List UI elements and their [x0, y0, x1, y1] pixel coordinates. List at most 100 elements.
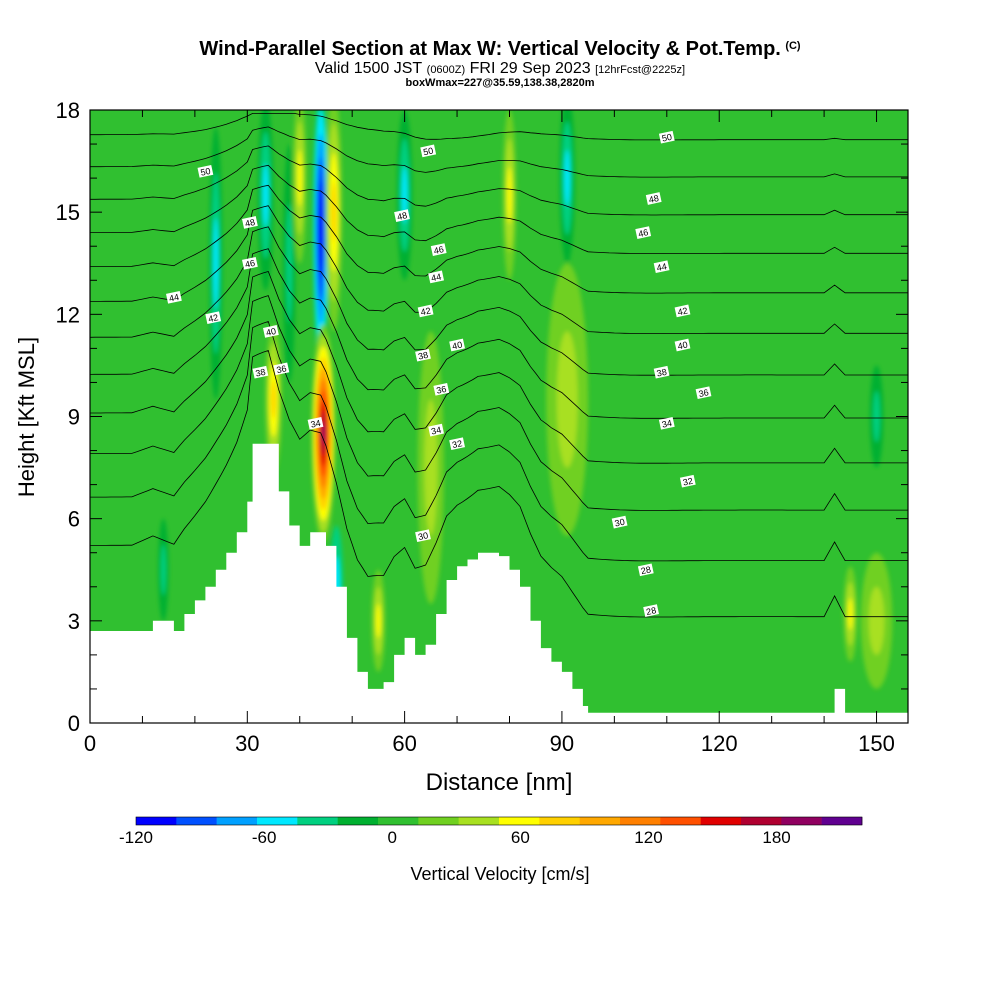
colorbar-swatch	[136, 817, 177, 825]
theta-contour	[90, 320, 908, 562]
theta-label-text: 40	[265, 326, 277, 338]
theta-label-text: 38	[656, 367, 668, 379]
theta-label-text: 44	[656, 261, 668, 273]
theta-label: 38	[415, 348, 431, 362]
theta-label-text: 30	[614, 517, 626, 529]
theta-contour	[90, 226, 908, 376]
theta-contour	[90, 184, 908, 294]
x-axis-label: Distance [nm]	[426, 769, 573, 796]
theta-contours	[90, 113, 908, 618]
colorbar-swatch	[176, 817, 217, 825]
colorbar-swatch	[821, 817, 863, 825]
colorbar-tick-label: -60	[252, 828, 277, 847]
theta-label-text: 28	[640, 564, 652, 576]
x-tick-label: 60	[392, 731, 416, 756]
y-tick-label: 15	[56, 200, 80, 225]
theta-label-text: 48	[648, 193, 660, 205]
theta-label: 28	[637, 563, 654, 576]
updraft-band	[271, 380, 276, 419]
theta-label-text: 36	[698, 387, 710, 399]
downdraft-band	[564, 149, 570, 207]
theta-label-text: 50	[200, 166, 212, 178]
colorbar-tick-label: 180	[762, 828, 790, 847]
subtitle-valid: Valid 1500 JST	[314, 60, 423, 77]
title-copyright: (C)	[785, 40, 801, 52]
theta-label-text: 40	[677, 340, 689, 352]
theta-contour	[90, 145, 908, 216]
x-tick-label: 90	[550, 731, 574, 756]
theta-label-text: 46	[637, 227, 649, 239]
theta-label-text: 32	[451, 438, 463, 450]
theta-label: 48	[394, 209, 410, 222]
theta-label-text: 30	[417, 530, 429, 542]
theta-label-text: 34	[661, 418, 673, 430]
theta-label-box	[428, 423, 444, 437]
theta-label-text: 50	[661, 132, 673, 144]
colorbar-tick-label: -120	[119, 828, 153, 847]
downdraft-band	[401, 166, 408, 224]
theta-label-box	[679, 474, 696, 488]
theta-label-box	[674, 338, 691, 352]
theta-label-box	[643, 604, 659, 617]
theta-label-box	[449, 437, 465, 451]
updraft-band	[297, 149, 303, 207]
theta-label: 34	[307, 416, 324, 430]
theta-contour	[90, 271, 908, 464]
theta-label: 50	[197, 164, 214, 178]
colorbar: -120 -60 0 60 120 180	[119, 816, 863, 847]
subtitle-forecast: [12hrFcst@2225z]	[595, 64, 686, 76]
theta-contour	[90, 205, 908, 334]
theta-label: 50	[420, 144, 437, 157]
theta-label-box	[197, 164, 214, 178]
theta-label-box	[653, 260, 670, 274]
colorbar-swatch	[458, 817, 500, 825]
y-axis-label: Height [Kft MSL]	[14, 337, 39, 497]
x-tick-label: 0	[84, 731, 96, 756]
y-tick-label: 6	[68, 507, 80, 532]
colorbar-tick-label: 120	[634, 828, 662, 847]
theta-label-text: 38	[417, 350, 429, 362]
colorbar-swatch	[660, 817, 701, 825]
theta-label: 46	[635, 226, 652, 239]
colorbar-swatch	[741, 817, 782, 825]
colorbar-swatch	[418, 817, 459, 825]
theta-label-box	[166, 290, 182, 304]
chart-subtitle-2: boxWmax=227@35.59,138.38,2820m	[405, 77, 595, 89]
updraft-band	[331, 182, 336, 242]
field-features	[158, 110, 893, 689]
theta-label: 34	[428, 423, 444, 437]
theta-label: 32	[679, 474, 696, 488]
theta-label-text: 42	[420, 305, 432, 317]
colorbar-swatch	[257, 817, 298, 825]
title-text: Wind-Parallel Section at Max W: Vertical…	[199, 38, 781, 60]
theta-label-text: 42	[207, 312, 219, 324]
colorbar-swatch	[579, 817, 621, 825]
colorbar-frame	[135, 816, 863, 826]
theta-label-text: 44	[430, 271, 442, 283]
theta-label-text: 34	[430, 425, 442, 437]
theta-label-text: 40	[451, 340, 463, 352]
theta-label-text: 32	[682, 476, 694, 488]
theta-label: 36	[433, 382, 450, 396]
theta-label-text: 28	[645, 605, 657, 617]
theta-label-text: 38	[255, 367, 267, 379]
theta-label: 34	[658, 416, 675, 430]
theta-labels: 50 48 46 44 42 40 38 36 34 50 48 46 44 42 40 38 36 34 32 30…	[166, 130, 712, 617]
theta-label: 36	[695, 386, 712, 399]
theta-label: 44	[428, 270, 444, 283]
theta-label-text: 36	[276, 363, 288, 375]
theta-label: 28	[643, 604, 659, 617]
theta-label-box	[449, 338, 465, 352]
x-tick-label: 30	[235, 731, 259, 756]
theta-label-text: 42	[677, 305, 689, 317]
theta-label: 30	[611, 515, 628, 529]
theta-label: 44	[166, 290, 182, 304]
downdraft-band	[213, 217, 219, 309]
theta-label-box	[433, 382, 450, 396]
theta-label: 40	[674, 338, 691, 352]
theta-label: 40	[449, 338, 465, 352]
theta-label: 42	[674, 304, 691, 317]
x-tick-label: 120	[701, 731, 738, 756]
